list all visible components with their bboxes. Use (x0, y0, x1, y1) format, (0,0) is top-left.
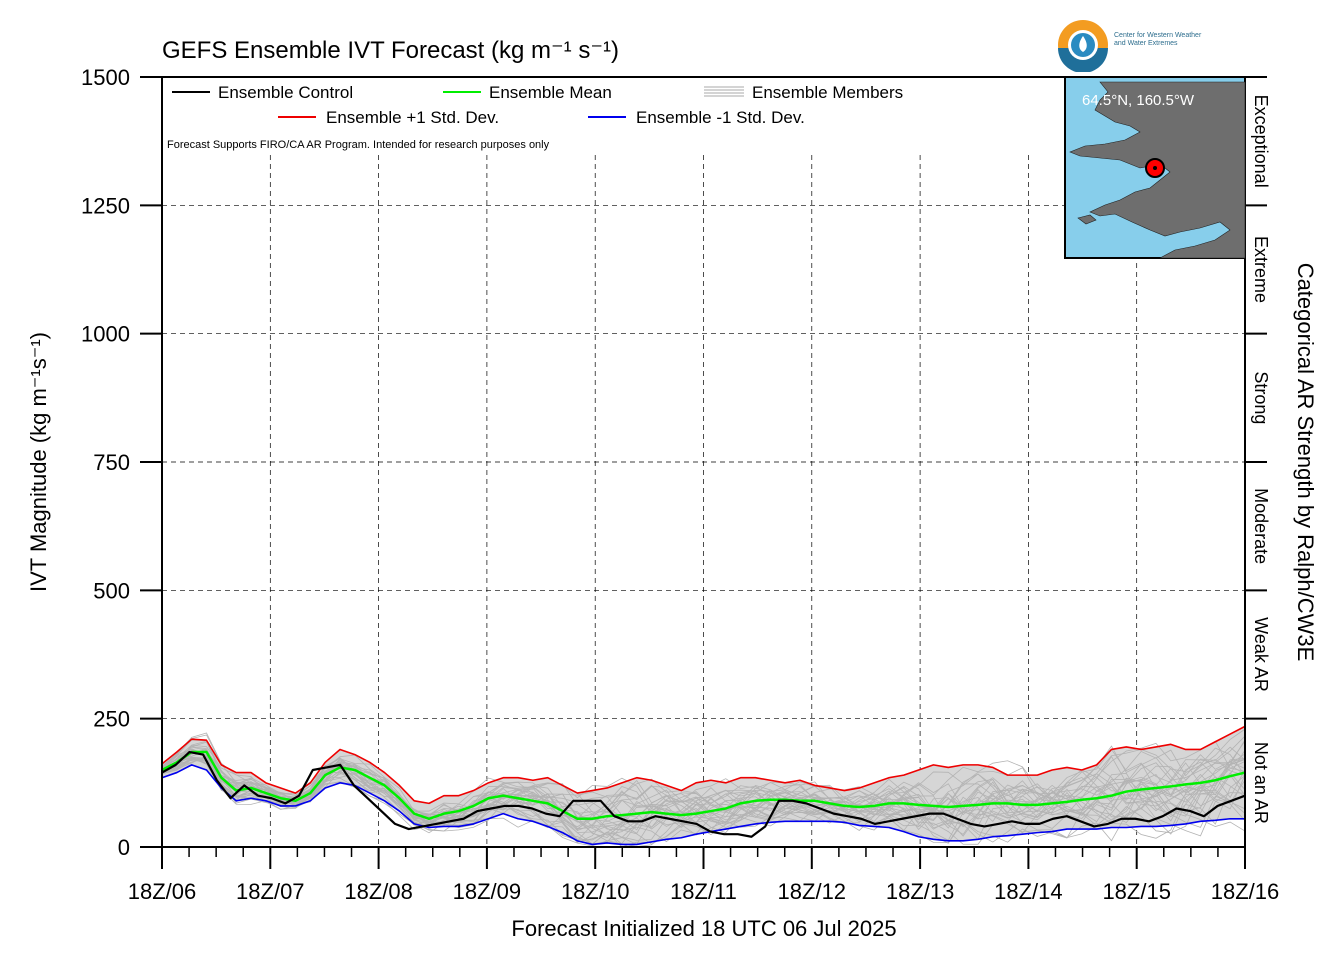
y-tick-label: 1250 (81, 193, 130, 218)
category-axis: Not an AR Weak AR Moderate Strong Extreme Exc… (1244, 76, 1271, 847)
legend-members-label: Ensemble Members (752, 83, 903, 102)
inset-land (1069, 81, 1246, 259)
grid-lines (162, 155, 1245, 847)
x-tick-label: 18Z/11 (670, 879, 737, 904)
x-tick-label: 18Z/08 (344, 879, 413, 904)
cw3e-logo: Center for Western Weather and Water Ext… (1056, 18, 1256, 74)
ensemble-member-line (161, 753, 1246, 831)
inset-island (1077, 214, 1097, 225)
y-axis-label: IVT Magnitude (kg m⁻¹s⁻¹) (26, 332, 51, 592)
logo-line-2: and Water Extremes (1114, 40, 1178, 47)
y-tick-label: 1000 (81, 322, 130, 347)
series-ensemble-1-std-dev (161, 764, 1245, 846)
chart-title: GEFS Ensemble IVT Forecast (kg m⁻¹ s⁻¹) (162, 37, 619, 64)
legend-members-swatch (704, 86, 744, 97)
legend-minus-std-label: Ensemble -1 Std. Dev. (636, 108, 805, 127)
ensemble-member-line (161, 748, 1246, 837)
legend-plus-std-label: Ensemble +1 Std. Dev. (326, 108, 499, 127)
x-tick-label: 18Z/06 (128, 879, 197, 904)
cw3e-logo-icon (1058, 20, 1108, 72)
x-tick-label: 18Z/10 (561, 879, 630, 904)
y-axis: 0 250 500 750 1000 1250 1500 (81, 65, 162, 860)
inset-map: 64.5°N, 160.5°W (1064, 76, 1246, 259)
y-tick-label: 250 (93, 707, 130, 732)
y-tick-label: 750 (93, 450, 130, 475)
x-tick-label: 18Z/14 (994, 879, 1063, 904)
x-tick-label: 18Z/09 (453, 879, 522, 904)
ensemble-member-line (161, 747, 1246, 843)
location-marker-center (1153, 166, 1157, 170)
disclaimer-text: Forecast Supports FIRO/CA AR Program. In… (167, 139, 550, 151)
y-tick-label: 1500 (81, 65, 130, 90)
series-ensemble-1-std-dev (161, 725, 1246, 805)
x-tick-label: 18Z/13 (886, 879, 955, 904)
category-label: Weak AR (1251, 617, 1271, 692)
legend-mean-label: Ensemble Mean (489, 83, 612, 102)
x-tick-label: 18Z/12 (778, 879, 847, 904)
category-label: Moderate (1251, 488, 1271, 564)
x-tick-label: 18Z/15 (1102, 879, 1171, 904)
legend: Ensemble Control Ensemble Mean Ensemble … (167, 83, 903, 151)
logo-text: Center for Western Weather and Water Ext… (1114, 32, 1201, 48)
y-tick-label: 0 (118, 835, 130, 860)
x-axis-label: Forecast Initialized 18 UTC 06 Jul 2025 (511, 916, 896, 941)
category-label: Not an AR (1251, 742, 1271, 824)
y-tick-label: 500 (93, 578, 130, 603)
category-label: Strong (1251, 371, 1271, 424)
ensemble-member-line (161, 752, 1246, 828)
inset-location-label: 64.5°N, 160.5°W (1082, 92, 1195, 109)
x-tick-label: 18Z/16 (1211, 879, 1280, 904)
x-axis: 18Z/06 18Z/07 18Z/08 18Z/09 18Z/10 18Z/11 18Z/… (128, 847, 1280, 904)
series-lines (161, 725, 1246, 846)
category-label: Extreme (1251, 236, 1271, 303)
x-tick-label: 18Z/07 (236, 879, 305, 904)
right-axis-label: Categorical AR Strength by Ralph/CW3E (1293, 263, 1318, 662)
logo-line-1: Center for Western Weather (1114, 32, 1202, 39)
ensemble-member-line (161, 740, 1246, 845)
category-label: Exceptional (1251, 95, 1271, 188)
series-ensemble-control (161, 750, 1246, 838)
legend-control-label: Ensemble Control (218, 83, 353, 102)
